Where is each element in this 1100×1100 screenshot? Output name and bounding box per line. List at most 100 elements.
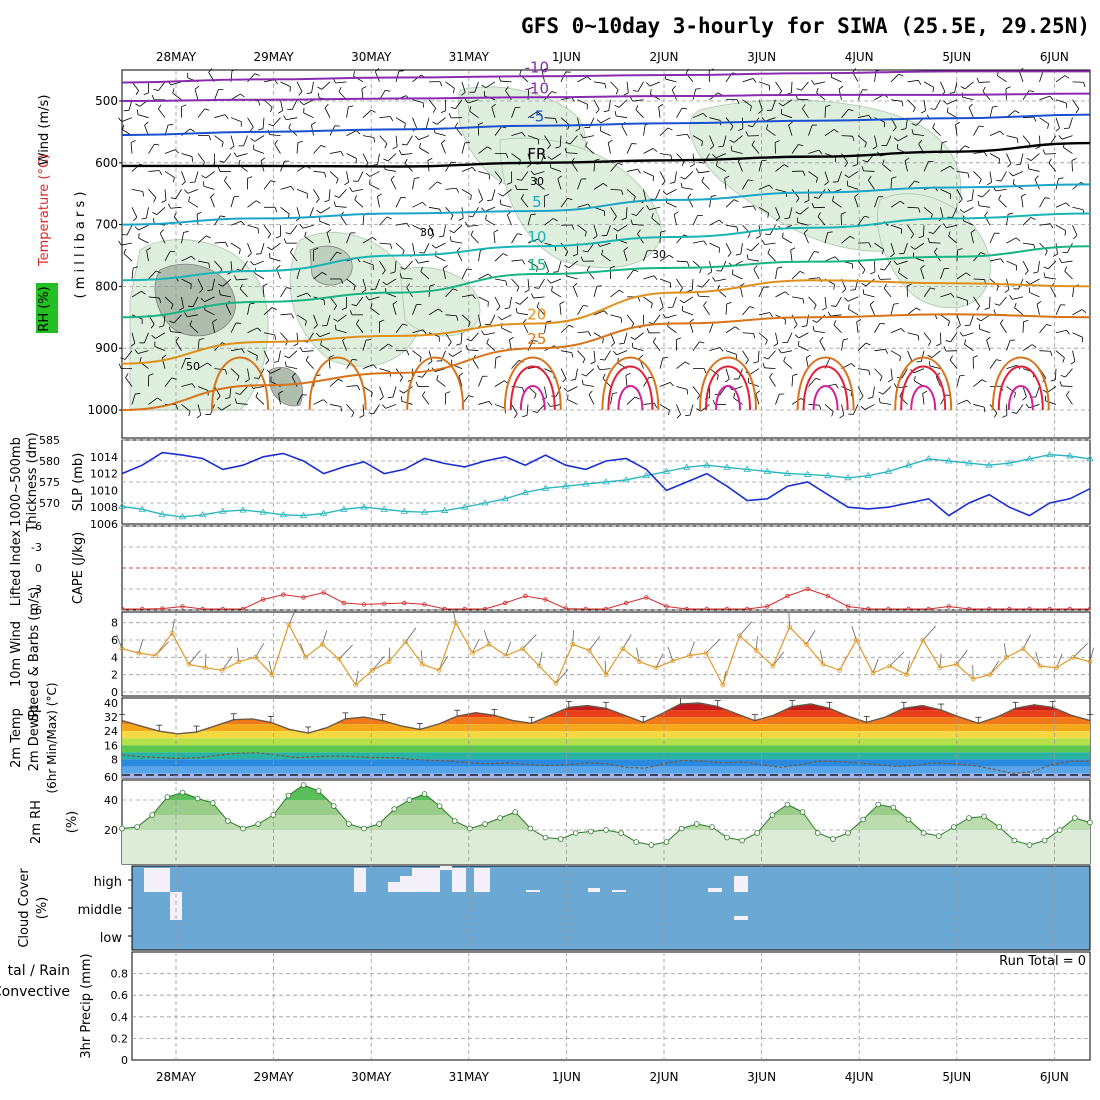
wind-barb — [692, 113, 704, 119]
pressure-tick-label: 1000 — [87, 403, 118, 417]
wind-barb-flag — [631, 342, 634, 348]
wind-barb-flag — [996, 285, 999, 291]
wind-barb — [1066, 242, 1073, 253]
wind-barb — [600, 117, 611, 124]
wind-barb — [841, 109, 849, 118]
wind-barb — [649, 206, 661, 210]
wind-barb — [470, 234, 479, 244]
wind-barb-flag — [1023, 319, 1029, 323]
wind-barb — [560, 198, 568, 208]
wind-barb — [425, 117, 430, 129]
cloud-gap — [170, 892, 182, 920]
lifted-point — [623, 600, 629, 606]
wind-barb-flag — [708, 68, 714, 72]
wind-barb-flag — [899, 356, 901, 362]
wind-barb-flag — [978, 125, 984, 128]
temp-color-band — [122, 766, 1090, 774]
lifted-point — [240, 606, 246, 610]
rh-point — [497, 815, 503, 821]
rh-point — [951, 824, 957, 830]
wind-barb — [453, 224, 463, 234]
wind-barb-flag — [892, 127, 897, 132]
wind-barb-flag — [631, 213, 637, 216]
wind-barb — [467, 224, 479, 227]
wind-barb-flag — [313, 247, 319, 251]
slp-line — [121, 451, 1091, 517]
wind-barb — [386, 278, 397, 286]
wind-barb-flag — [802, 298, 805, 304]
wind-barb — [692, 153, 695, 165]
thickness-point — [521, 488, 530, 495]
wind-barb — [577, 224, 587, 233]
rh-point — [1072, 815, 1078, 821]
wind-barb-flag — [612, 392, 618, 394]
wind-barb-flag — [610, 265, 616, 269]
wind-barb-flag — [516, 178, 522, 181]
wind-barb-flag — [736, 99, 740, 105]
wind-barb — [1072, 225, 1078, 236]
wind-barb — [536, 404, 545, 413]
wind-barb — [494, 357, 497, 369]
wind-barb — [280, 313, 292, 316]
wind-barb — [502, 189, 512, 197]
wind-barb — [1055, 99, 1067, 104]
wind-barb — [485, 219, 496, 226]
wind-barb-flag — [697, 285, 703, 288]
wind-barb — [824, 129, 835, 136]
rh-point — [618, 830, 624, 836]
wind-barb-flag — [792, 373, 798, 376]
wind-barb-flag — [1062, 357, 1065, 363]
rh-point — [648, 842, 655, 848]
rh-point — [451, 818, 458, 824]
wind-barb-flag — [596, 285, 602, 287]
wind-barb — [824, 404, 834, 412]
wind-barb-flag — [582, 358, 586, 364]
wind-barb — [956, 375, 961, 387]
wind-barb-flag — [379, 396, 384, 401]
wind-barb — [969, 314, 974, 326]
wind-barb — [1045, 400, 1057, 405]
wind-barb-flag — [493, 229, 499, 233]
wind-barb — [379, 242, 391, 245]
slp-ylabel: SLP (mb) — [71, 453, 86, 512]
wind-barb — [214, 260, 223, 270]
wind-barb — [254, 135, 265, 142]
wind-barb — [346, 278, 356, 286]
wind-barb — [253, 149, 265, 154]
wind-barb-flag — [402, 250, 405, 256]
temperature-contour-warm — [796, 356, 855, 411]
wind-barb-flag — [200, 298, 205, 303]
wind-barb-flag — [429, 284, 435, 287]
wind-barb — [852, 404, 859, 415]
wind-barb-flag — [333, 305, 337, 311]
wind-barb — [643, 296, 653, 304]
wind-barb-flag — [654, 403, 658, 408]
wind-barb — [883, 288, 892, 298]
wind-barb — [890, 350, 901, 357]
wind-barb — [808, 251, 815, 262]
wind-barb — [1039, 223, 1051, 226]
pressure-tick-label: 600 — [95, 156, 118, 170]
wind-barb — [346, 171, 349, 183]
rh-point — [391, 806, 398, 812]
wind-barb-flag — [824, 181, 829, 186]
wind-barb — [501, 327, 512, 334]
wind-barb-flag — [687, 261, 690, 267]
wind-barb-flag — [134, 349, 139, 354]
wind-barb — [989, 171, 992, 183]
wind-barb — [164, 377, 173, 387]
wind-barb — [1089, 647, 1094, 662]
wind-barb — [817, 216, 826, 226]
wind-barb-flag — [613, 227, 619, 232]
wind-barb-flag — [767, 212, 769, 218]
date-label-top: 1JUN — [552, 50, 581, 64]
wind-barb-flag — [851, 263, 854, 269]
wind-barb-flag — [353, 71, 355, 77]
wind-speed-point — [303, 654, 308, 660]
wind-barb — [952, 207, 958, 218]
wind-barb-flag — [860, 406, 866, 410]
wind-barb — [742, 179, 749, 190]
wind-barb-flag — [1027, 163, 1030, 170]
wind-barb-flag — [796, 88, 802, 91]
